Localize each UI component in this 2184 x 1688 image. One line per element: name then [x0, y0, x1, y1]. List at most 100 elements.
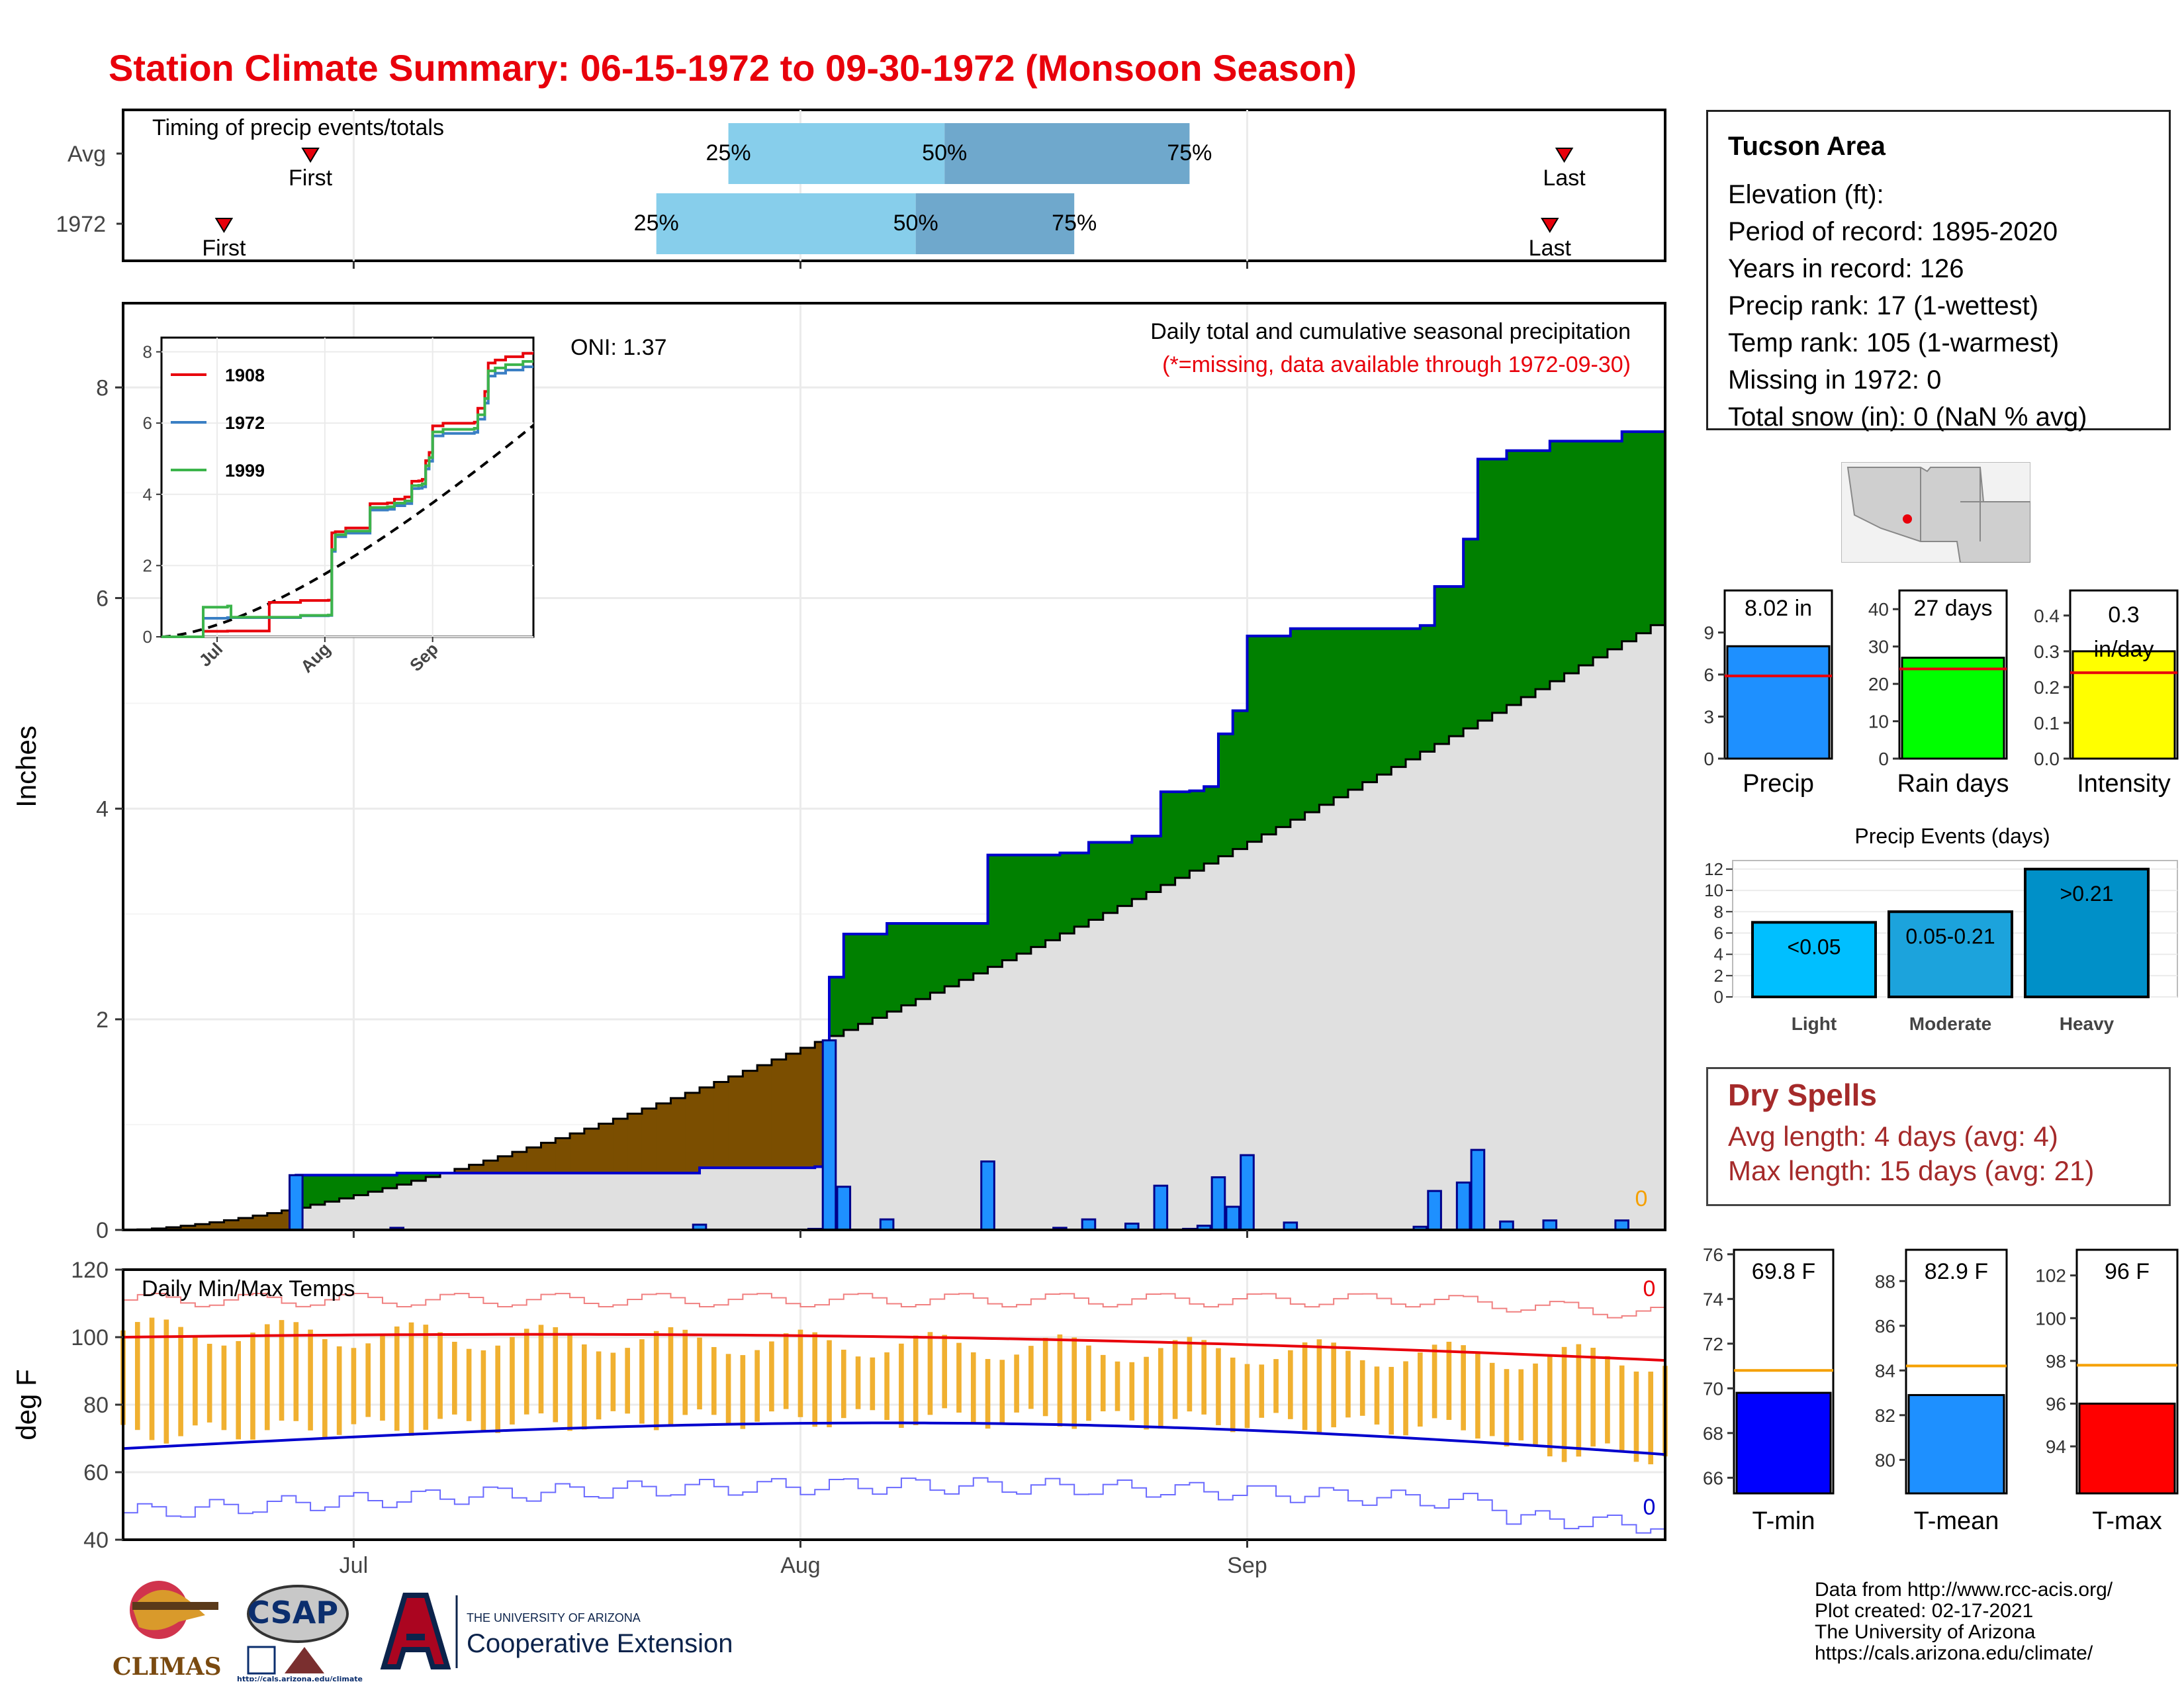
daily-precip-bar — [980, 1160, 995, 1231]
temp-summary-1-y-tick-label: 86 — [1875, 1316, 1895, 1336]
precip-events-y-tick-label: 10 — [1704, 880, 1723, 900]
daily-temp-bar — [1489, 1362, 1495, 1436]
daily-temp-bar — [553, 1327, 559, 1423]
daily-temp-bar — [1216, 1348, 1221, 1425]
above-normal-area — [1506, 450, 1522, 705]
daily-temp-bar — [1014, 1354, 1019, 1413]
daily-temp-bar — [134, 1322, 140, 1430]
precip-events-y-tick-label: 2 — [1714, 966, 1723, 986]
daily-temp-bar — [682, 1329, 688, 1415]
precip-events-bar — [2024, 867, 2150, 998]
below-normal-area — [786, 1053, 801, 1168]
summary-2-bar — [2071, 650, 2176, 760]
above-normal-area — [1621, 432, 1637, 641]
csap-logo: CSAP http://cals.arizona.edu/climate — [237, 1585, 363, 1681]
daily-temp-bar — [596, 1351, 602, 1420]
summary-0-y-tick-label: 9 — [1704, 623, 1714, 643]
daily-temp-bar — [365, 1343, 371, 1417]
above-normal-area — [1334, 628, 1349, 798]
dry-spells-max: Max length: 15 days (avg: 21) — [1728, 1155, 2095, 1186]
above-normal-area — [1175, 792, 1191, 878]
precip-subtitle: Daily total and cumulative seasonal prec… — [1150, 319, 1631, 344]
daily-temp-bar — [1605, 1356, 1610, 1444]
daily-temp-bar — [1345, 1350, 1351, 1418]
below-normal-area — [641, 1108, 657, 1174]
summary-2-y-tick-label: 0.2 — [2034, 677, 2060, 698]
below-normal-area — [267, 1213, 283, 1230]
daily-temp-bar — [783, 1333, 789, 1409]
daily-temp-bar — [1042, 1338, 1048, 1417]
daily-precip-bar — [1153, 1184, 1169, 1231]
daily-temp-bar — [827, 1340, 832, 1428]
precip-missing-count: 0 — [1635, 1186, 1648, 1211]
timing-row-label: Avg — [68, 142, 106, 167]
inset-y-tick-label: 6 — [143, 413, 152, 433]
below-normal-area — [728, 1076, 743, 1168]
daily-temp-bar — [1418, 1352, 1423, 1427]
below-normal-area — [570, 1133, 585, 1174]
below-normal-area — [685, 1092, 700, 1174]
temp-summary-0-y-tick-label: 76 — [1703, 1244, 1723, 1265]
daily-temp-bar — [855, 1356, 861, 1409]
daily-temp-bar — [206, 1344, 212, 1423]
below-normal-area — [555, 1138, 570, 1174]
precip-events-title: Precip Events (days) — [1854, 824, 2050, 848]
above-normal-area — [1074, 853, 1089, 927]
summary-0-y-tick-label: 3 — [1704, 707, 1714, 727]
summary-bar-name: Intensity — [2077, 770, 2171, 798]
daily-temp-bar — [1633, 1371, 1639, 1462]
temp-summary-2-y-tick-label: 94 — [2046, 1436, 2066, 1457]
above-normal-area — [411, 1173, 426, 1181]
svg-text:http://cals.arizona.edu/climat: http://cals.arizona.edu/climate — [237, 1675, 363, 1681]
temp-summary-2-y-tick-label: 96 — [2046, 1393, 2066, 1414]
above-normal-area — [1045, 855, 1061, 941]
inset-legend-label: 1972 — [225, 413, 265, 433]
daily-temp-bar — [221, 1345, 227, 1430]
daily-temp-bar — [1100, 1354, 1106, 1412]
credit-url: https://cals.arizona.edu/climate/ — [1815, 1642, 2093, 1664]
temp-summary-0-y-tick-label: 68 — [1703, 1423, 1723, 1444]
temp-summary-value-label: 69.8 F — [1752, 1259, 1815, 1284]
info-years: Years in record: 126 — [1728, 254, 1964, 283]
precip-y-tick-label: 4 — [96, 797, 109, 822]
svg-text:CLIMAS: CLIMAS — [113, 1653, 222, 1681]
daily-temp-bar — [1086, 1345, 1091, 1421]
daily-temp-bar — [1374, 1366, 1380, 1425]
precip-y-axis-label: Inches — [11, 726, 42, 808]
below-normal-area — [238, 1218, 253, 1230]
temp-summary-1-y-tick-label: 82 — [1875, 1405, 1895, 1426]
summary-0-bar — [1726, 645, 1831, 760]
temp-y-tick-label: 60 — [83, 1460, 109, 1485]
below-normal-area — [252, 1215, 268, 1230]
temp-panel-label: Daily Min/Max Temps — [142, 1276, 355, 1301]
daily-precip-bar — [1614, 1219, 1629, 1231]
precip-y-tick-label: 2 — [96, 1008, 109, 1033]
station-info-box: Tucson Area Elevation (ft): Period of re… — [1706, 110, 2171, 432]
daily-temp-bar — [1144, 1356, 1149, 1430]
avg-tmin-line — [122, 1421, 1666, 1456]
inset-legend-label: 1908 — [225, 365, 265, 385]
daily-temp-bar — [625, 1348, 630, 1414]
daily-temp-bar — [1172, 1340, 1178, 1419]
below-normal-area — [454, 1168, 470, 1174]
daily-temp-bar — [538, 1325, 544, 1414]
daily-temp-bar — [653, 1331, 659, 1430]
temp-x-tick-label: Jul — [340, 1553, 368, 1578]
above-normal-area — [829, 977, 844, 1036]
last-label: Last — [1529, 236, 1572, 261]
daily-temp-bar — [279, 1320, 285, 1421]
daily-temp-bar — [163, 1319, 169, 1444]
temp-y-tick-label: 100 — [71, 1325, 109, 1350]
credit-plot-created: Plot created: 02-17-2021 — [1815, 1600, 2034, 1622]
daily-temp-bar — [797, 1329, 803, 1417]
temp-summary-2-y-tick-label: 102 — [2035, 1266, 2066, 1286]
daily-temp-bar — [1446, 1341, 1452, 1421]
daily-temp-bar — [264, 1324, 270, 1430]
below-normal-area — [209, 1222, 225, 1230]
daily-temp-bar — [1158, 1348, 1163, 1429]
temp-summary-1-y-tick-label: 80 — [1875, 1450, 1895, 1470]
summary-0-y-tick-label: 6 — [1704, 665, 1714, 685]
daily-temp-bar — [697, 1337, 702, 1410]
above-normal-area — [1578, 441, 1594, 666]
daily-temp-bar — [293, 1322, 299, 1421]
